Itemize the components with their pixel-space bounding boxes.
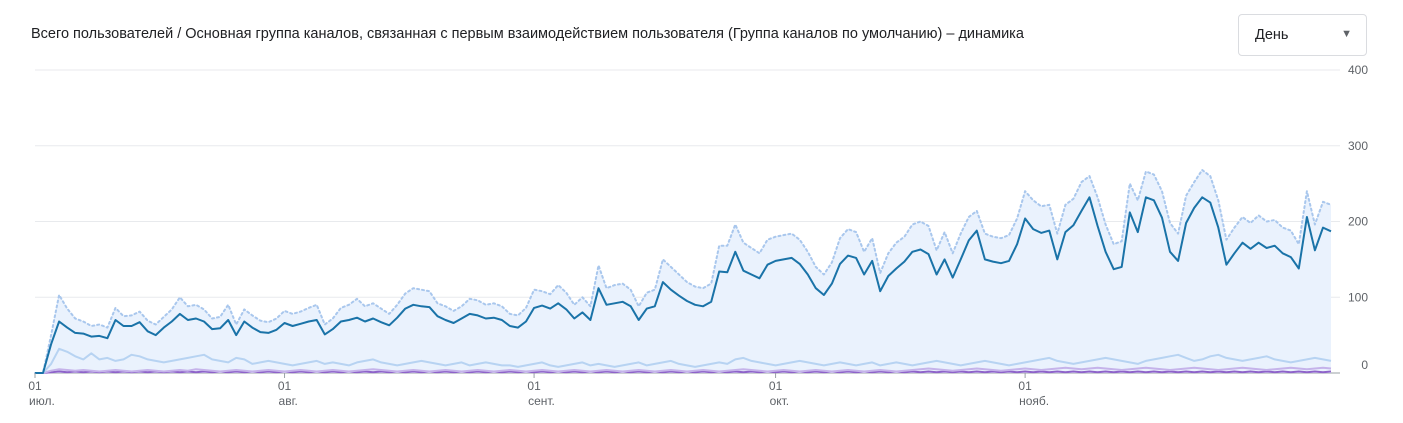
x-tick-day: 01 (769, 379, 783, 393)
chart-title: Всего пользователей / Основная группа ка… (31, 26, 1024, 42)
y-tick-label: 300 (1348, 139, 1368, 153)
x-tick-day: 01 (1018, 379, 1032, 393)
x-tick-month: июл. (29, 394, 55, 408)
series-line-secondary (35, 347, 1332, 374)
area-fill (35, 170, 1331, 373)
y-tick-label: 400 (1348, 63, 1368, 77)
y-tick-label: 100 (1348, 290, 1368, 304)
area-fill-shape (35, 170, 1331, 373)
series-lines (34, 169, 1332, 374)
x-tick-month: сент. (528, 394, 555, 408)
x-tick-day: 01 (278, 379, 292, 393)
y-tick-label: 0 (1361, 358, 1368, 372)
x-tick-day: 01 (527, 379, 541, 393)
x-tick-month: окт. (770, 394, 790, 408)
series-line-upper (34, 169, 1332, 374)
y-tick-label: 200 (1348, 215, 1368, 229)
chevron-down-icon: ▼ (1341, 28, 1352, 40)
x-tick-month: нояб. (1019, 394, 1049, 408)
series-line-main (35, 196, 1332, 374)
y-axis: 0 100 200 300 400 (1348, 63, 1368, 372)
x-tick-month: авг. (279, 394, 298, 408)
granularity-dropdown[interactable]: День ▼ (1238, 14, 1367, 56)
granularity-value: День (1255, 27, 1289, 43)
series-line-tertiary (35, 366, 1332, 374)
x-tick-day: 01 (28, 379, 42, 393)
